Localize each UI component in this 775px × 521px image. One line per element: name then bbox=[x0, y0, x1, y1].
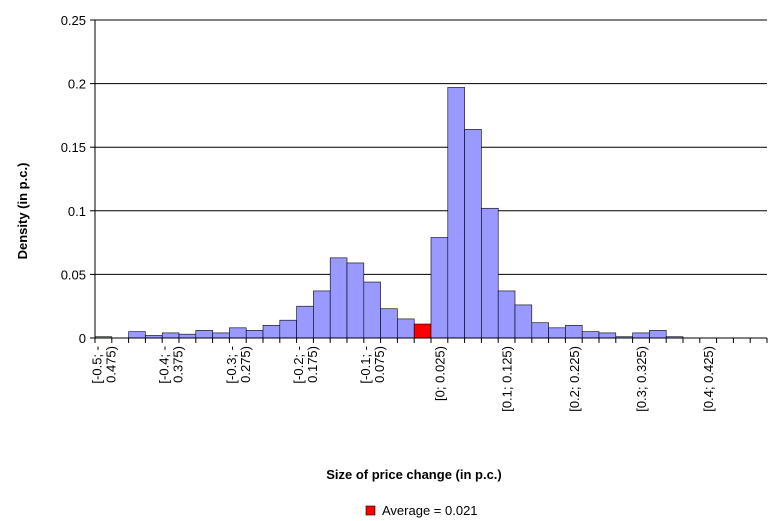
bar bbox=[128, 331, 146, 339]
x-tick-label: 0.475) bbox=[103, 346, 118, 383]
bar bbox=[514, 304, 533, 339]
average-bar bbox=[413, 323, 432, 339]
x-tick-label: [0.3; 0.325) bbox=[634, 346, 649, 412]
legend: Average = 0.021 bbox=[365, 503, 478, 518]
y-tick-label: 0.25 bbox=[61, 13, 86, 28]
bar bbox=[380, 308, 398, 339]
x-tick-labels: [-0.5; -0.475) [-0.4; -0.375) [-0.3; -0.27… bbox=[89, 346, 716, 412]
bar bbox=[363, 281, 381, 339]
x-tick-label: 0.175) bbox=[305, 346, 320, 383]
gridlines bbox=[95, 19, 767, 275]
x-tick-label: [-0.5; - bbox=[89, 346, 104, 384]
bar bbox=[262, 324, 281, 339]
x-tick-label: [0.1; 0.125) bbox=[500, 346, 515, 412]
x-tick-label: [0.2; 0.225) bbox=[567, 346, 582, 412]
x-axis-title: Size of price change (in p.c.) bbox=[326, 467, 502, 482]
y-axis-title: Density (in p.c.) bbox=[15, 163, 30, 260]
bar bbox=[497, 290, 516, 339]
y-tick-label: 0.1 bbox=[68, 204, 86, 219]
bar bbox=[464, 129, 482, 339]
bar bbox=[313, 290, 331, 339]
bar bbox=[279, 319, 297, 339]
bar bbox=[329, 257, 348, 339]
legend-swatch bbox=[365, 505, 376, 516]
bar bbox=[430, 237, 449, 339]
x-tick-label: [0.4; 0.425) bbox=[701, 346, 716, 412]
bar bbox=[178, 333, 197, 339]
x-tick-label: 0.375) bbox=[171, 346, 186, 383]
bar bbox=[161, 332, 180, 339]
bar bbox=[346, 262, 365, 339]
bar bbox=[195, 330, 213, 339]
x-tick-label: [-0.4; - bbox=[157, 346, 172, 384]
axes bbox=[90, 19, 768, 343]
bar bbox=[632, 332, 650, 339]
bar bbox=[531, 322, 549, 339]
y-tick-label: 0.15 bbox=[61, 140, 86, 155]
bar bbox=[481, 207, 499, 339]
y-tick-labels: 0 0.05 0.1 0.15 0.2 0.25 bbox=[61, 13, 86, 346]
x-tick-label: 0.275) bbox=[238, 346, 253, 383]
bars bbox=[94, 87, 684, 339]
y-tick-label: 0.05 bbox=[61, 267, 86, 282]
bar bbox=[212, 332, 230, 339]
bar bbox=[581, 331, 600, 339]
x-tick-label: [-0.1; - bbox=[358, 346, 373, 384]
x-tick-label: [-0.2; - bbox=[291, 346, 306, 384]
bar bbox=[296, 305, 314, 339]
bar bbox=[598, 332, 617, 339]
bar bbox=[245, 330, 264, 339]
bar bbox=[565, 324, 583, 339]
legend-label: Average = 0.021 bbox=[382, 503, 478, 518]
y-tick-label: 0.2 bbox=[68, 77, 86, 92]
bar bbox=[548, 327, 566, 339]
y-tick-label: 0 bbox=[79, 331, 86, 346]
x-tick-label: [-0.3; - bbox=[224, 346, 239, 384]
x-tick-label: 0.075) bbox=[372, 346, 387, 383]
x-tick-label: [0; 0.025) bbox=[432, 346, 447, 401]
bar bbox=[397, 318, 415, 339]
bar bbox=[229, 327, 247, 339]
bar bbox=[447, 87, 465, 339]
bar bbox=[649, 330, 667, 339]
